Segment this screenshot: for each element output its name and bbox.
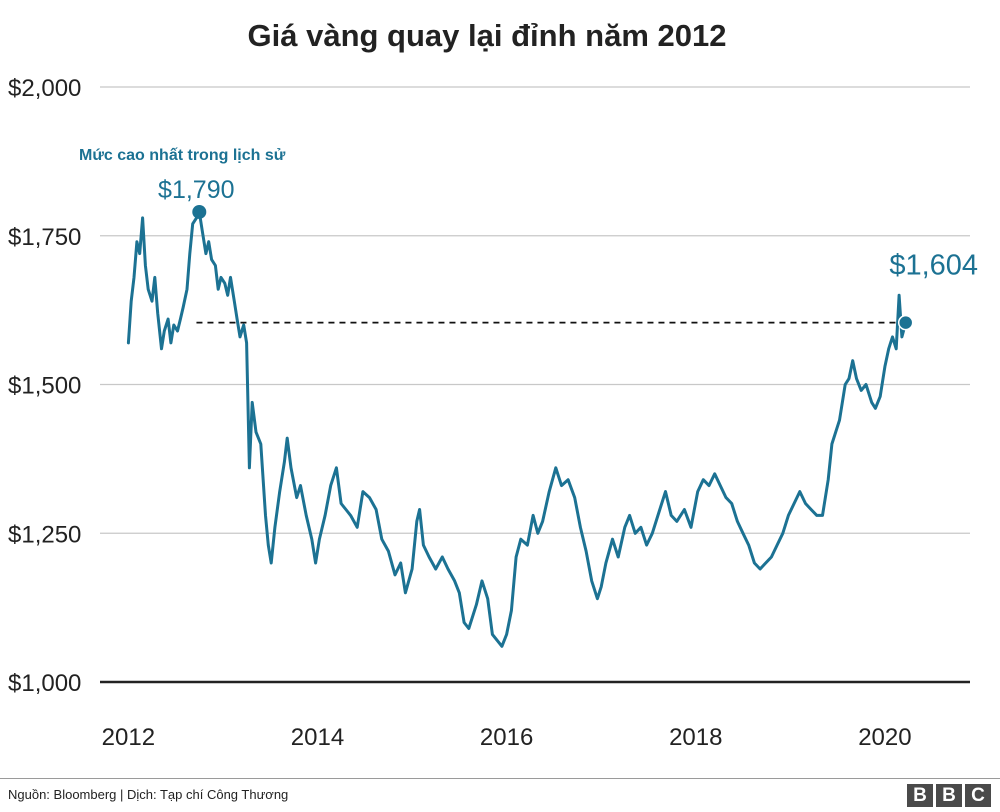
marker-label: $1,604 bbox=[889, 250, 978, 282]
y-tick-label: $1,250 bbox=[8, 521, 81, 548]
marker-point bbox=[192, 204, 207, 219]
y-tick-label: $2,000 bbox=[8, 75, 81, 102]
bbc-logo-letter-3: C bbox=[965, 784, 991, 807]
y-tick-label: $1,500 bbox=[8, 373, 81, 400]
peak-annotation: Mức cao nhất trong lịch sử bbox=[79, 147, 286, 164]
series-line-0 bbox=[126, 210, 908, 648]
x-tick-label: 2018 bbox=[669, 724, 722, 751]
y-tick-label: $1,000 bbox=[8, 670, 81, 697]
x-tick-label: 2012 bbox=[102, 724, 155, 751]
chart-title: Giá vàng quay lại đỉnh năm 2012 bbox=[248, 18, 727, 53]
x-tick-label: 2016 bbox=[480, 724, 533, 751]
series-layer bbox=[126, 210, 908, 648]
x-tick-label: 2020 bbox=[858, 724, 911, 751]
bbc-logo-letter-2: B bbox=[936, 784, 962, 807]
bbc-logo: B B C bbox=[907, 784, 991, 807]
source-note: Nguồn: Bloomberg | Dịch: Tạp chí Công Th… bbox=[8, 787, 289, 802]
y-axis-ticks: $1,000 $1,250 $1,500 $1,750 $2,000 bbox=[8, 75, 81, 697]
marker-label: $1,790 bbox=[158, 176, 234, 204]
x-tick-label: 2014 bbox=[291, 724, 344, 751]
y-tick-label: $1,750 bbox=[8, 224, 81, 251]
footer-divider bbox=[0, 778, 1000, 779]
bbc-logo-letter-1: B bbox=[907, 784, 933, 807]
marker-point bbox=[897, 314, 914, 331]
x-axis-ticks: 2012 2014 2016 2018 2020 bbox=[102, 724, 912, 751]
grid-lines bbox=[100, 86, 970, 684]
marker-layer: $1,790 $1,604 bbox=[158, 176, 978, 331]
